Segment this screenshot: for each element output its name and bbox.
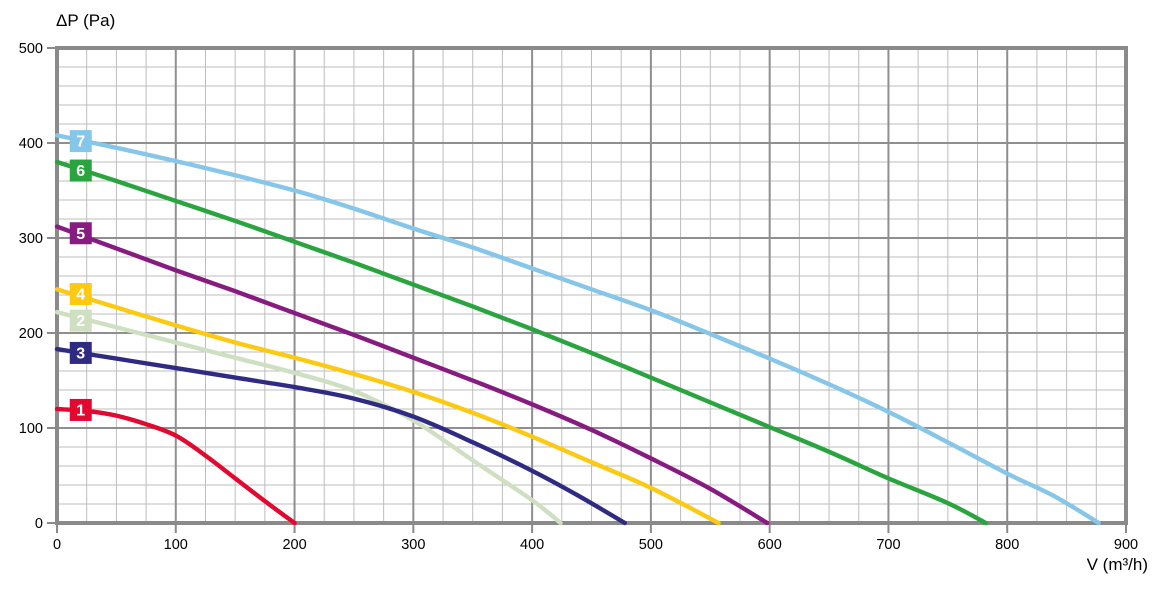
curve-label-box-2 [69,309,92,332]
x-tick-label: 300 [401,537,425,553]
x-tick-label: 700 [876,537,900,553]
curve-4 [54,287,721,526]
y-tick-label: 200 [19,326,43,342]
curve-label-5: 5 [76,226,85,243]
curve-label-box-1 [69,398,92,421]
curve-3 [54,346,627,526]
curve-label-box-5 [69,222,92,245]
curve-label-7: 7 [76,134,85,151]
curve-1 [54,406,297,526]
curve-label-box-3 [69,341,92,364]
x-tick-label: 600 [758,537,782,553]
y-tick-label: 0 [35,516,43,532]
curve-label-box-4 [69,283,92,306]
curve-label-box-6 [69,159,92,182]
curve-2 [54,309,563,526]
x-tick-label: 400 [520,537,544,553]
curve-6 [54,159,988,526]
y-tick-label: 300 [19,231,43,247]
curve-label-4: 4 [76,287,85,304]
curve-label-box-7 [69,130,92,153]
y-tick-label: 500 [19,41,43,57]
y-tick-label: 400 [19,136,43,152]
x-tick-label: 100 [164,537,188,553]
plot-frame [55,46,1128,525]
x-tick-label: 800 [995,537,1019,553]
y-tick-label: 100 [19,421,43,437]
x-tick-label: 500 [639,537,663,553]
x-tick-label: 900 [1114,537,1138,553]
y-axis-title: ΔP (Pa) [56,11,116,30]
curve-5 [54,224,770,526]
curve-label-2: 2 [76,313,85,330]
curve-label-1: 1 [76,402,85,419]
curve-7 [54,133,1101,526]
x-axis-title: V (m³/h) [1086,555,1148,574]
curve-label-6: 6 [76,163,85,180]
x-tick-label: 200 [282,537,306,553]
curve-label-3: 3 [76,345,85,362]
x-tick-label: 0 [53,537,61,553]
